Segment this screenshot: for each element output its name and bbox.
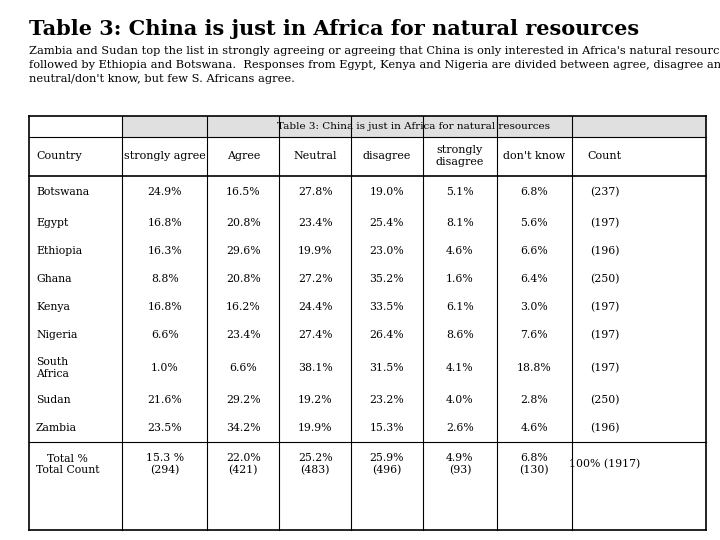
Text: 26.4%: 26.4%: [369, 330, 404, 340]
Text: Count: Count: [588, 151, 622, 161]
Text: 100% (1917): 100% (1917): [569, 459, 640, 470]
Text: Table 3: China is just in Africa for natural resources: Table 3: China is just in Africa for nat…: [277, 122, 550, 131]
Text: 35.2%: 35.2%: [369, 274, 404, 284]
Text: 6.6%: 6.6%: [521, 246, 548, 256]
Text: 23.4%: 23.4%: [298, 218, 333, 228]
Text: Ghana: Ghana: [36, 274, 71, 284]
Text: 19.0%: 19.0%: [369, 187, 404, 197]
Text: 22.0%
(421): 22.0% (421): [226, 454, 261, 475]
Text: Kenya: Kenya: [36, 302, 70, 312]
Text: 2.6%: 2.6%: [446, 423, 474, 433]
Text: 19.9%: 19.9%: [298, 246, 333, 256]
Text: 34.2%: 34.2%: [226, 423, 261, 433]
Text: (197): (197): [590, 302, 619, 313]
Text: 23.0%: 23.0%: [369, 246, 404, 256]
Text: 6.8%: 6.8%: [521, 187, 548, 197]
Text: disagree: disagree: [363, 151, 411, 161]
Text: 1.6%: 1.6%: [446, 274, 474, 284]
Text: Agree: Agree: [227, 151, 260, 161]
Text: 19.9%: 19.9%: [298, 423, 333, 433]
Text: (250): (250): [590, 395, 619, 406]
Text: Table 3: China is just in Africa for natural resources: Table 3: China is just in Africa for nat…: [29, 19, 639, 39]
Text: 23.4%: 23.4%: [226, 330, 261, 340]
Text: 33.5%: 33.5%: [369, 302, 404, 312]
Text: 27.4%: 27.4%: [298, 330, 333, 340]
Text: Sudan: Sudan: [36, 395, 71, 405]
Text: 6.8%
(130): 6.8% (130): [520, 454, 549, 475]
Text: 29.6%: 29.6%: [226, 246, 261, 256]
Text: Egypt: Egypt: [36, 218, 68, 228]
Text: (237): (237): [590, 187, 619, 198]
Text: 6.6%: 6.6%: [230, 363, 257, 373]
Text: strongly agree: strongly agree: [124, 151, 206, 161]
Text: 5.1%: 5.1%: [446, 187, 474, 197]
Text: 4.1%: 4.1%: [446, 363, 474, 373]
Text: 4.6%: 4.6%: [521, 423, 548, 433]
Text: 25.9%
(496): 25.9% (496): [369, 454, 404, 475]
Text: (196): (196): [590, 423, 619, 434]
Text: 24.9%: 24.9%: [148, 187, 182, 197]
Text: 6.1%: 6.1%: [446, 302, 474, 312]
Text: 20.8%: 20.8%: [226, 274, 261, 284]
Text: (197): (197): [590, 362, 619, 373]
Text: 23.5%: 23.5%: [148, 423, 182, 433]
Text: Zambia: Zambia: [36, 423, 77, 433]
Text: 4.6%: 4.6%: [446, 246, 474, 256]
Text: (196): (196): [590, 246, 619, 256]
Text: 23.2%: 23.2%: [369, 395, 404, 405]
Text: 19.2%: 19.2%: [298, 395, 333, 405]
Text: 3.0%: 3.0%: [521, 302, 548, 312]
Text: 15.3 %
(294): 15.3 % (294): [145, 454, 184, 475]
Text: 27.2%: 27.2%: [298, 274, 333, 284]
Text: Neutral: Neutral: [293, 151, 337, 161]
Text: 4.9%
(93): 4.9% (93): [446, 454, 474, 475]
Text: Nigeria: Nigeria: [36, 330, 77, 340]
Text: 8.1%: 8.1%: [446, 218, 474, 228]
Text: 24.4%: 24.4%: [298, 302, 333, 312]
Text: 16.8%: 16.8%: [148, 218, 182, 228]
Text: 15.3%: 15.3%: [369, 423, 404, 433]
Text: Country: Country: [36, 151, 82, 161]
Text: 16.8%: 16.8%: [148, 302, 182, 312]
Text: 31.5%: 31.5%: [369, 363, 404, 373]
Text: 16.2%: 16.2%: [226, 302, 261, 312]
Text: (250): (250): [590, 274, 619, 285]
Text: (197): (197): [590, 330, 619, 341]
Text: 27.8%: 27.8%: [298, 187, 333, 197]
Text: Ethiopia: Ethiopia: [36, 246, 82, 256]
Text: 25.4%: 25.4%: [369, 218, 404, 228]
Text: 5.6%: 5.6%: [521, 218, 548, 228]
Text: 8.8%: 8.8%: [151, 274, 179, 284]
Text: 18.8%: 18.8%: [517, 363, 552, 373]
Text: 6.4%: 6.4%: [521, 274, 548, 284]
Text: 29.2%: 29.2%: [226, 395, 261, 405]
Text: 20.8%: 20.8%: [226, 218, 261, 228]
Text: 16.5%: 16.5%: [226, 187, 261, 197]
Text: Total %
Total Count: Total % Total Count: [36, 454, 99, 475]
Text: 25.2%
(483): 25.2% (483): [298, 454, 333, 475]
Text: Botswana: Botswana: [36, 187, 89, 197]
Text: strongly
disagree: strongly disagree: [436, 145, 484, 167]
Text: 7.6%: 7.6%: [521, 330, 548, 340]
Text: 2.8%: 2.8%: [521, 395, 548, 405]
Text: (197): (197): [590, 218, 619, 228]
Text: 21.6%: 21.6%: [148, 395, 182, 405]
Text: 4.0%: 4.0%: [446, 395, 474, 405]
Text: 1.0%: 1.0%: [151, 363, 179, 373]
Text: 8.6%: 8.6%: [446, 330, 474, 340]
Text: 38.1%: 38.1%: [297, 363, 333, 373]
Text: 16.3%: 16.3%: [148, 246, 182, 256]
Text: Zambia and Sudan top the list in strongly agreeing or agreeing that China is onl: Zambia and Sudan top the list in strongl…: [29, 46, 720, 84]
Text: 6.6%: 6.6%: [151, 330, 179, 340]
Text: don't know: don't know: [503, 151, 565, 161]
Text: South
Africa: South Africa: [36, 357, 69, 379]
